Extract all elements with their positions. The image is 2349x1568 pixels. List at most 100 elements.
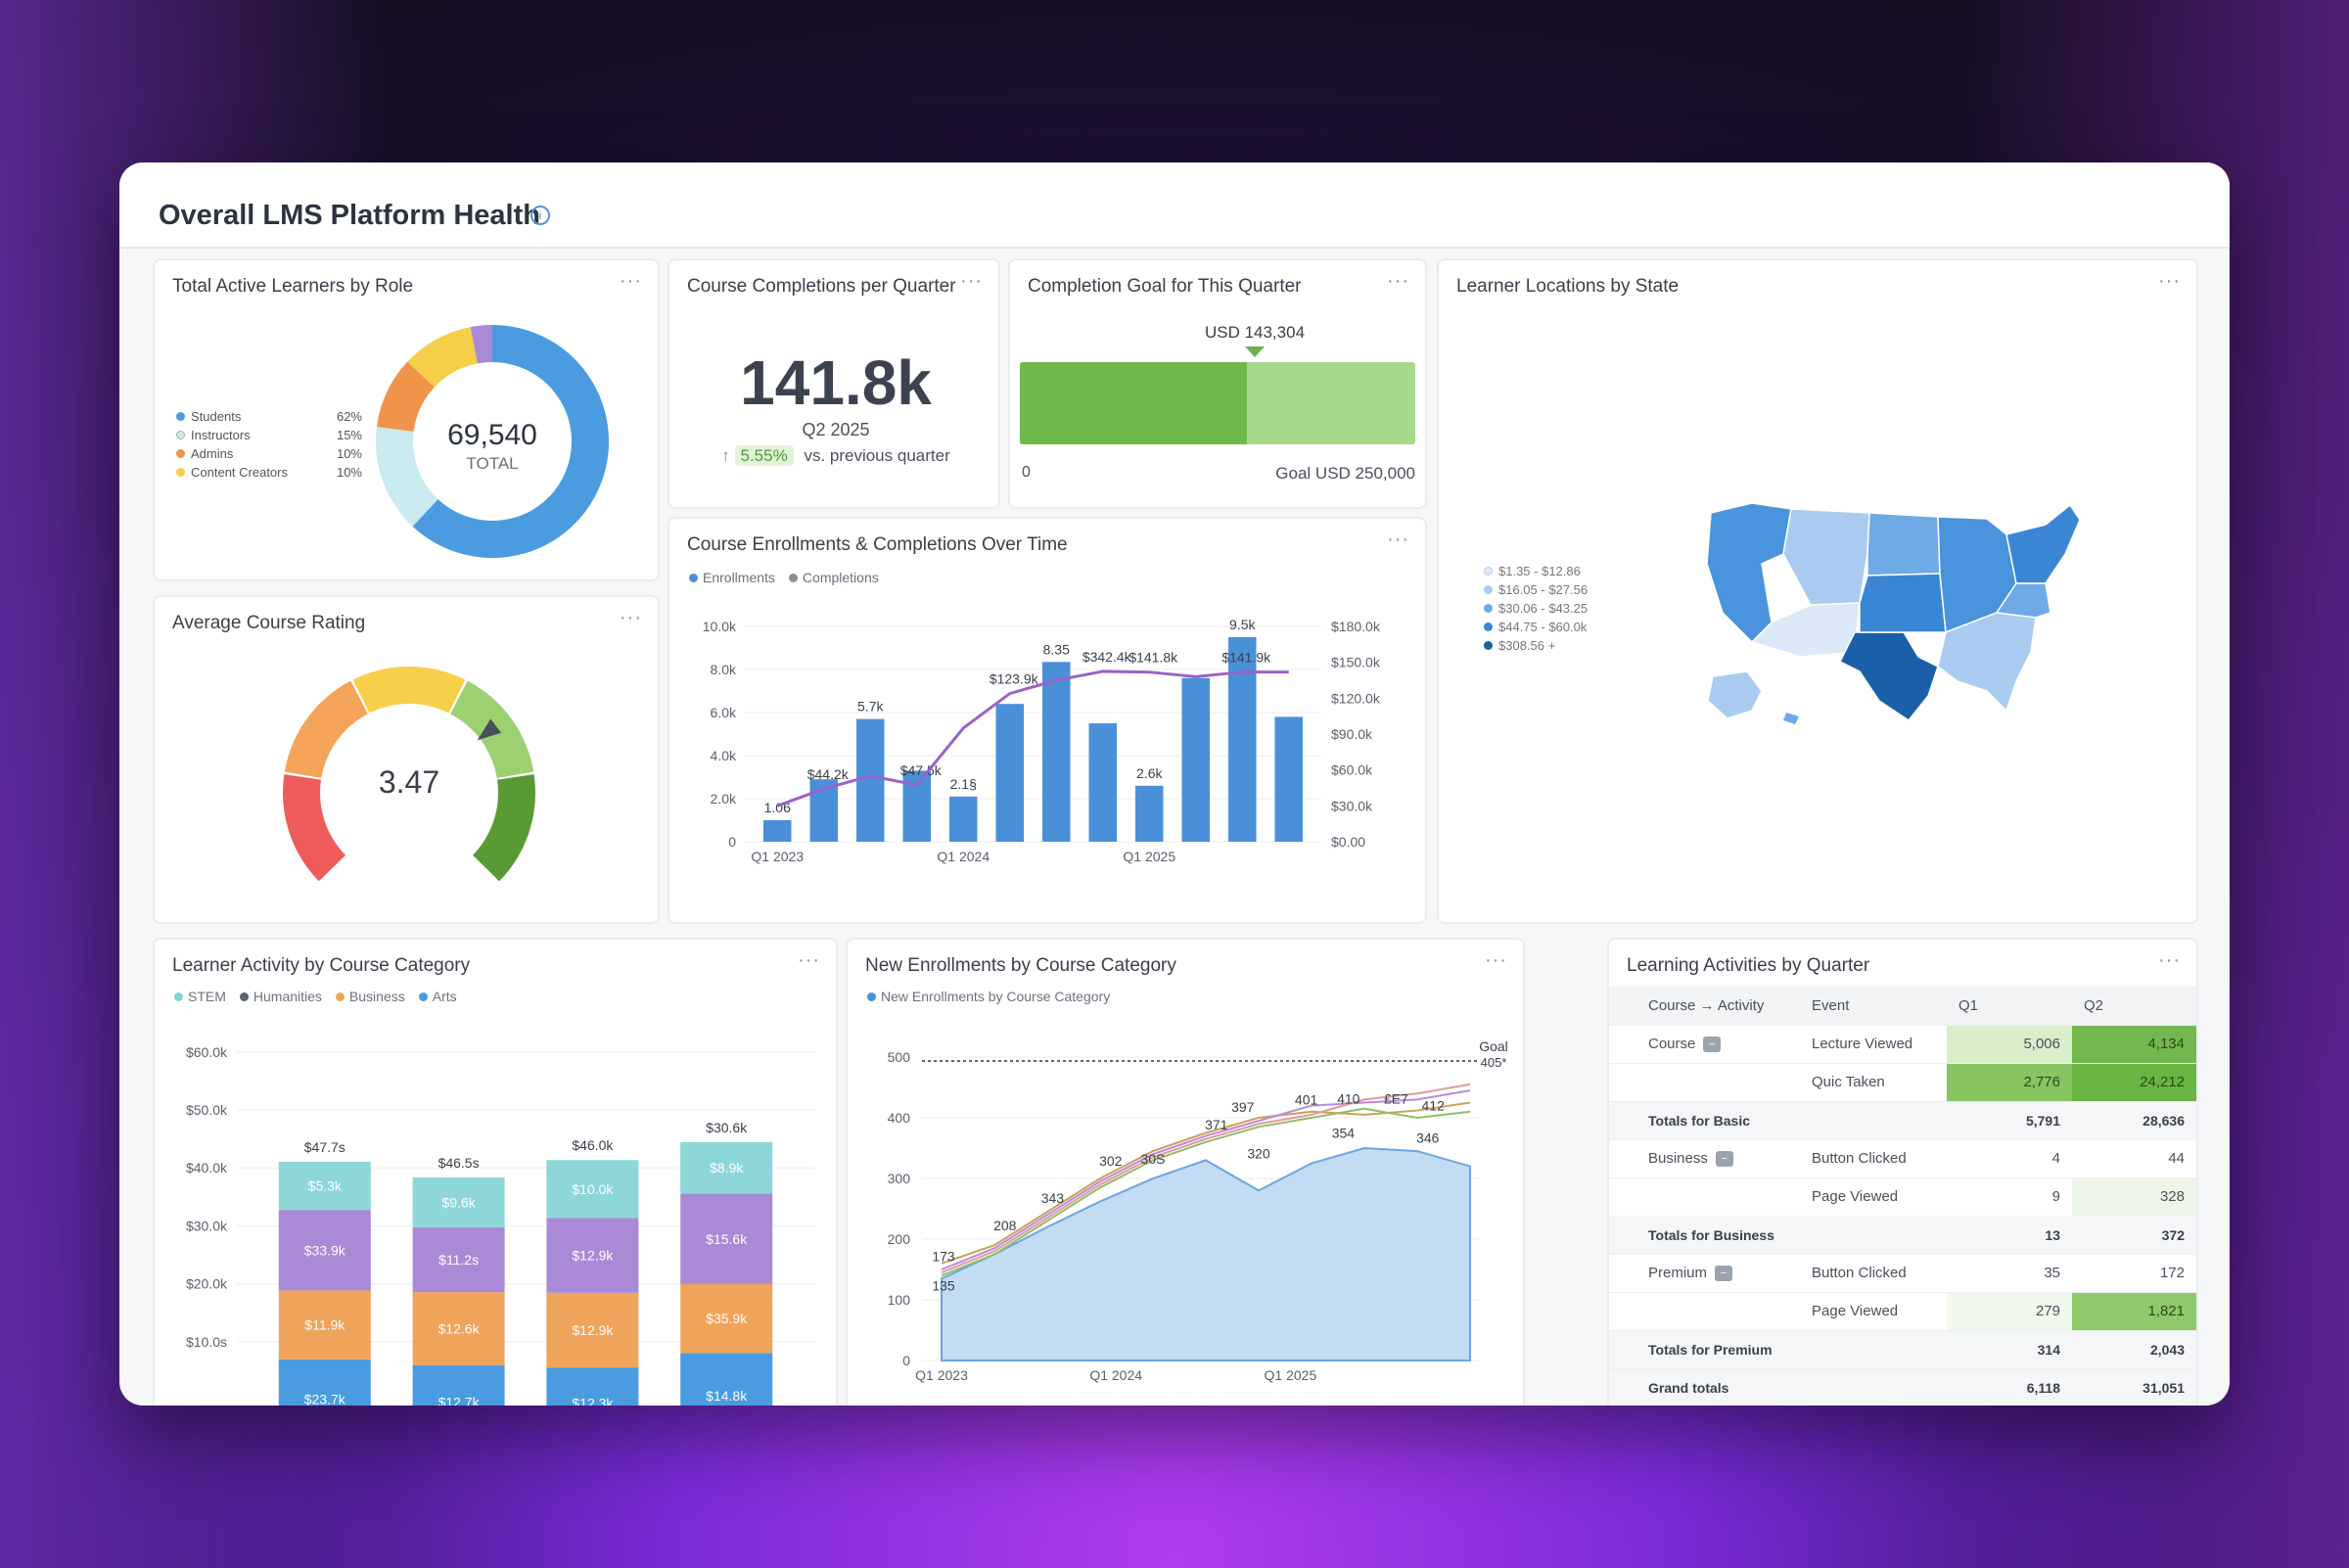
bar-label: 8.35 — [1043, 641, 1070, 657]
goal-progress-bar — [1020, 362, 1415, 444]
map-region-central[interactable] — [1859, 573, 1947, 633]
point-label: 320 — [1247, 1146, 1270, 1162]
stack-segment[interactable] — [412, 1226, 505, 1293]
total-label: Totals for Premium — [1609, 1330, 1947, 1369]
more-options-icon[interactable]: ··· — [1485, 949, 1507, 971]
more-options-icon[interactable]: ··· — [798, 949, 820, 971]
enrollment-bar[interactable] — [1088, 723, 1118, 842]
category-line[interactable] — [941, 1107, 1471, 1277]
goal-progress-fill — [1020, 362, 1247, 444]
stack-segment[interactable] — [412, 1177, 505, 1227]
legend-item: Admins 10% — [176, 444, 362, 463]
stack-segment[interactable] — [546, 1218, 639, 1293]
table-row: Page Viewed 9 328 — [1609, 1177, 2196, 1217]
collapse-icon[interactable]: − — [1715, 1151, 1733, 1168]
stack-segment[interactable] — [546, 1367, 639, 1406]
stack-segment[interactable] — [412, 1364, 505, 1406]
point-label: 135 — [932, 1277, 955, 1293]
legend-swatch — [174, 992, 183, 1001]
category-line[interactable] — [941, 1089, 1471, 1270]
enrollment-bar[interactable] — [902, 770, 932, 842]
card-average-rating: Average Course Rating ··· 3.47 — [153, 595, 660, 924]
map-region-northplains[interactable] — [1866, 512, 1941, 576]
table-row: Quic Taken 2,776 24,212 — [1609, 1063, 2196, 1102]
column-header[interactable]: Q2 — [2072, 987, 2196, 1026]
enrollment-bar[interactable] — [1181, 677, 1211, 842]
kpi-change-value: 5.55% — [734, 445, 794, 466]
table-row: Course − Lecture Viewed 5,006 4,134 — [1609, 1025, 2196, 1064]
row-event: Page Viewed — [1800, 1292, 1947, 1331]
map-region-hawaii[interactable] — [1783, 713, 1799, 724]
enrollment-bar[interactable] — [1042, 662, 1071, 842]
enrollment-bar[interactable] — [1228, 637, 1257, 842]
stack-segment[interactable] — [680, 1283, 773, 1354]
stack-segment[interactable] — [680, 1193, 773, 1284]
cell-q2: 1,821 — [2072, 1292, 2196, 1331]
stacked-bar-chart: $10.0s $20.0k $30.0k $40.0k $50.0k $60.0k $23.… — [186, 1044, 814, 1406]
donut-slice[interactable] — [407, 327, 479, 389]
card-title: Learner Locations by State — [1456, 276, 1680, 297]
donut-slice[interactable] — [470, 325, 493, 364]
stack-segment[interactable] — [546, 1292, 639, 1368]
chart-legend: Enrollments Completions — [689, 570, 879, 585]
map-region-alaska[interactable] — [1707, 670, 1763, 719]
more-options-icon[interactable]: ··· — [960, 270, 983, 292]
map-region-midatlantic[interactable] — [1995, 582, 2051, 619]
more-options-icon[interactable]: ··· — [2158, 949, 2181, 971]
enrollment-bar[interactable] — [1135, 785, 1164, 842]
card-title: Total Active Learners by Role — [172, 276, 414, 297]
column-header[interactable]: Q1 — [1947, 987, 2072, 1026]
y-tick: $10.0s — [186, 1334, 227, 1350]
legend-swatch — [1484, 604, 1493, 613]
enrollment-bar[interactable] — [763, 820, 792, 842]
cell-q2: 44 — [2072, 1139, 2196, 1178]
more-options-icon[interactable]: ··· — [2158, 270, 2181, 292]
y-tick-left: 6.0k — [711, 705, 737, 720]
stack-segment[interactable] — [412, 1292, 505, 1365]
table-row: Page Viewed 279 1,821 — [1609, 1292, 2196, 1331]
card-completion-goal: Completion Goal for This Quarter ··· USD… — [1008, 258, 1427, 509]
row-group: Premium − — [1609, 1254, 1800, 1293]
cell-q1: 314 — [1947, 1330, 2072, 1369]
collapse-icon[interactable]: − — [1715, 1266, 1733, 1282]
legend-swatch — [335, 992, 345, 1001]
more-options-icon[interactable]: ··· — [1387, 529, 1409, 550]
stack-segment[interactable] — [546, 1160, 639, 1219]
category-line[interactable] — [941, 1083, 1471, 1274]
map-region-west[interactable] — [1706, 502, 1792, 644]
enrollment-bar[interactable] — [995, 704, 1025, 842]
stack-segment[interactable] — [278, 1359, 371, 1406]
donut-slice[interactable] — [376, 427, 439, 527]
category-line[interactable] — [941, 1101, 1471, 1265]
donut-slice[interactable] — [376, 361, 436, 433]
stack-segment[interactable] — [680, 1141, 773, 1194]
y-tick-right: $150.0k — [1331, 655, 1381, 670]
more-options-icon[interactable]: ··· — [620, 607, 642, 628]
legend-label: Enrollments — [703, 570, 775, 585]
stack-segment[interactable] — [278, 1290, 371, 1360]
line-label: $47.5k — [900, 762, 943, 778]
enrollment-bar[interactable] — [949, 796, 978, 842]
stack-segment[interactable] — [278, 1162, 371, 1211]
map-region-texas[interactable] — [1838, 631, 1939, 722]
map-region-northeast[interactable] — [2005, 503, 2081, 584]
collapse-icon[interactable]: − — [1703, 1037, 1722, 1053]
more-options-icon[interactable]: ··· — [1387, 270, 1409, 292]
enrollment-bar[interactable] — [1274, 716, 1304, 842]
donut-slice[interactable] — [412, 325, 609, 558]
enrollment-bar[interactable] — [856, 718, 885, 842]
stack-segment[interactable] — [680, 1353, 773, 1406]
y-tick-right: $180.0k — [1331, 619, 1381, 634]
more-options-icon[interactable]: ··· — [620, 270, 642, 292]
column-header[interactable]: Course → Activity — [1609, 987, 1800, 1026]
info-icon[interactable]: i — [530, 206, 550, 225]
legend-item: $16.05 - $27.56 — [1484, 580, 1588, 599]
stack-segment[interactable] — [278, 1210, 371, 1291]
enrollments-area[interactable] — [941, 1146, 1471, 1361]
column-header[interactable]: Event — [1800, 987, 1947, 1026]
cell-q2: 24,212 — [2072, 1063, 2196, 1102]
map-region-mountain[interactable] — [1782, 508, 1870, 606]
goal-target-label: Goal USD 250,000 — [1275, 464, 1415, 483]
row-event: Quic Taken — [1800, 1063, 1947, 1102]
legend-swatch — [1484, 585, 1493, 594]
